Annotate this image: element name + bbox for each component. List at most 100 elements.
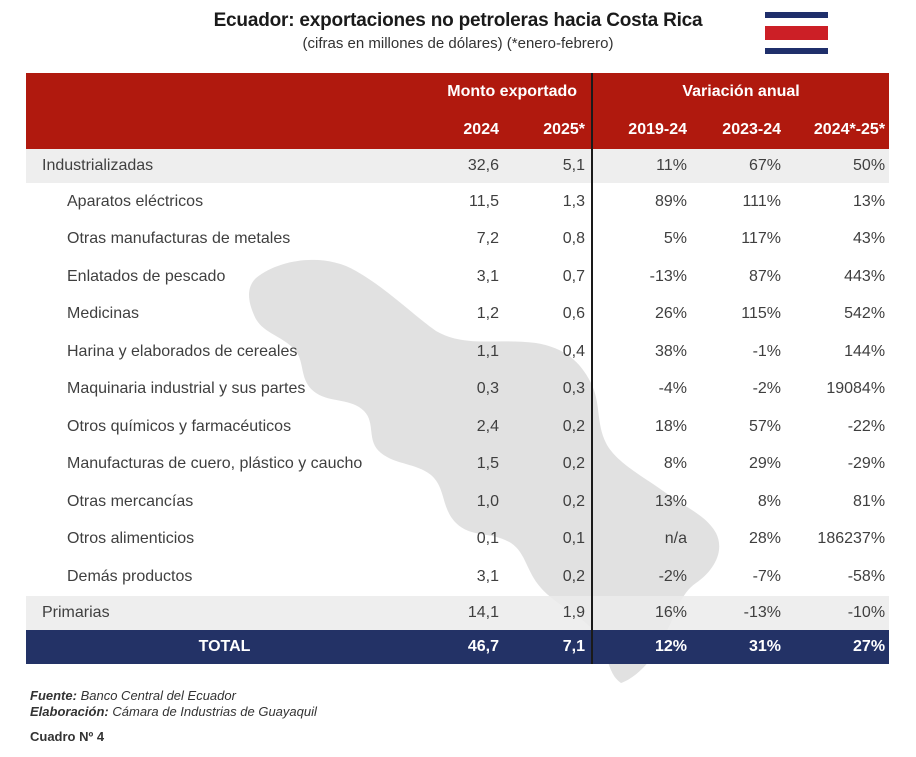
header-col-2024: 2024 <box>463 121 499 138</box>
cell-2025: 0,2 <box>562 455 586 473</box>
row-label: Manufacturas de cuero, plástico y caucho <box>67 455 363 473</box>
cell-2024: 7,2 <box>476 230 499 248</box>
cell-2019-24: 18% <box>591 408 694 446</box>
table-row: Enlatados de pescado 3,1 0,7 -13% 87% 44… <box>26 258 889 296</box>
table-row: Otros químicos y farmacéuticos 2,4 0,2 1… <box>26 408 889 446</box>
source-label: Fuente: <box>30 688 77 703</box>
row-label: Harina y elaborados de cereales <box>67 342 298 360</box>
header-row-years: 2024 2025* 2019-24 2023-24 2024*-25* <box>26 111 890 149</box>
cell-2019-24: 5% <box>591 220 694 258</box>
elaboration-line: Elaboración: Cámara de Industrias de Gua… <box>30 704 317 720</box>
cell-2023-24: -7% <box>752 567 782 585</box>
cell-2025: 1,3 <box>562 192 586 210</box>
cell-2023-24: -2% <box>752 380 782 398</box>
elaboration-label: Elaboración: <box>30 704 109 719</box>
table-row: Industrializadas 32,6 5,1 11% 67% 50% <box>26 149 890 183</box>
row-label: Otros alimenticios <box>67 530 195 548</box>
cell-2025: 0,1 <box>562 530 586 548</box>
table-row: Harina y elaborados de cereales 1,1 0,4 … <box>26 333 889 371</box>
cell-2024-25: 50% <box>787 149 890 183</box>
source-line: Fuente: Banco Central del Ecuador <box>30 688 317 704</box>
header-col-2019-24: 2019-24 <box>591 111 694 149</box>
cell-2025: 0,2 <box>562 417 586 435</box>
cell-2024-25: 443% <box>844 267 886 285</box>
cell-2024: 2,4 <box>476 417 499 435</box>
cell-2019-24: -4% <box>591 370 694 408</box>
source-text: Banco Central del Ecuador <box>80 688 236 703</box>
cell-2023-24: 117% <box>741 230 782 248</box>
cell-2023-24: 67% <box>693 149 788 183</box>
cell-2024-25: 81% <box>853 492 886 510</box>
row-label: Primarias <box>26 595 423 630</box>
table-row: Primarias 14,1 1,9 16% -13% -10% <box>26 595 890 630</box>
table-row: Otros alimenticios 0,1 0,1 n/a 28% 18623… <box>26 520 889 558</box>
cell-2019-24: -13% <box>591 258 694 296</box>
table-row: Maquinaria industrial y sus partes 0,3 0… <box>26 370 889 408</box>
table-row: Otras mercancías 1,0 0,2 13% 8% 81% <box>26 483 889 521</box>
source-footer: Fuente: Banco Central del Ecuador Elabor… <box>30 688 317 720</box>
cell-2025: 0,2 <box>562 492 586 510</box>
cell-2025: 0,3 <box>562 380 586 398</box>
cell-2023-24: -1% <box>752 342 782 360</box>
cell-2023-24: 28% <box>748 530 782 548</box>
cell-2023-24: -13% <box>693 595 788 630</box>
row-label: Otros químicos y farmacéuticos <box>67 417 292 435</box>
total-row: TOTAL 46,7 7,1 12% 31% 27% <box>26 629 890 664</box>
cell-2025: 5,1 <box>513 149 593 183</box>
header-col-2024-25: 2024*-25* <box>813 121 886 138</box>
total-2023-24: 31% <box>693 629 788 664</box>
exports-table-wrap: Monto exportado Variación anual 2024 202… <box>26 73 890 683</box>
cell-2019-24: 13% <box>591 483 694 521</box>
total-2024-25: 27% <box>787 629 890 664</box>
page-title: Ecuador: exportaciones no petroleras hac… <box>213 10 703 31</box>
cell-2019-24: 38% <box>591 333 694 371</box>
cell-2023-24: 29% <box>748 455 782 473</box>
cell-2024-25: 43% <box>853 230 886 248</box>
total-2025: 7,1 <box>513 629 593 664</box>
cell-2024: 1,5 <box>476 455 499 473</box>
cell-2024: 32,6 <box>423 149 513 183</box>
header-variacion-anual: Variación anual <box>591 73 890 111</box>
row-label: Maquinaria industrial y sus partes <box>67 380 306 398</box>
table-row: Demás productos 3,1 0,2 -2% -7% -58% <box>26 558 889 596</box>
cell-2024-25: -29% <box>847 455 886 473</box>
cell-2025: 0,4 <box>562 342 586 360</box>
header-empty <box>26 73 423 111</box>
cell-2019-24: 16% <box>591 595 694 630</box>
table-row: Manufacturas de cuero, plástico y caucho… <box>26 445 889 483</box>
cell-2019-24: 11% <box>591 149 694 183</box>
total-label: TOTAL <box>26 629 423 664</box>
title-block: Ecuador: exportaciones no petroleras hac… <box>0 10 916 52</box>
cell-2024: 1,1 <box>476 342 499 360</box>
cell-2024-25: -22% <box>847 417 886 435</box>
costa-rica-flag-icon <box>765 12 828 54</box>
row-label: Demás productos <box>67 567 193 585</box>
cell-2019-24: -2% <box>591 558 694 596</box>
row-label: Aparatos eléctricos <box>67 192 204 210</box>
cell-2024: 1,2 <box>476 305 499 323</box>
row-label: Industrializadas <box>26 149 423 183</box>
header-row-groups: Monto exportado Variación anual <box>26 73 890 111</box>
cell-2024-25: 542% <box>844 305 886 323</box>
cell-2023-24: 115% <box>741 305 782 323</box>
cell-2024: 0,1 <box>476 530 499 548</box>
cell-2024: 3,1 <box>476 567 499 585</box>
cell-2023-24: 111% <box>742 192 782 210</box>
row-label: Otras manufacturas de metales <box>67 230 291 248</box>
cell-2023-24: 8% <box>757 492 782 510</box>
cell-2024: 14,1 <box>423 595 513 630</box>
cell-2024-25: -58% <box>847 567 886 585</box>
page-subtitle: (cifras en millones de dólares) (*enero-… <box>302 35 614 52</box>
elaboration-text: Cámara de Industrias de Guayaquil <box>112 704 317 719</box>
table-row: Aparatos eléctricos 11,5 1,3 89% 111% 13… <box>26 183 889 221</box>
cell-2024: 1,0 <box>476 492 499 510</box>
header-col-2025: 2025* <box>543 121 586 138</box>
total-2024: 46,7 <box>423 629 513 664</box>
header-col-2023-24: 2023-24 <box>722 121 782 138</box>
cell-2024: 0,3 <box>476 380 499 398</box>
cell-2024-25: 19084% <box>826 380 886 398</box>
cell-2025: 1,9 <box>513 595 593 630</box>
cell-2019-24: 26% <box>591 295 694 333</box>
cell-2024: 11,5 <box>469 192 499 210</box>
cell-2025: 0,7 <box>562 267 586 285</box>
